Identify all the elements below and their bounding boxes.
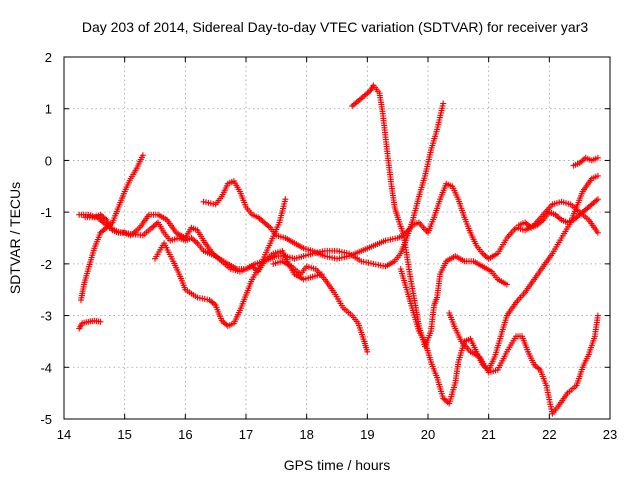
grid-lines [64, 57, 610, 419]
x-tick-label: 17 [239, 427, 253, 442]
data-point [594, 154, 601, 161]
series-arc-k [570, 154, 601, 169]
x-tick-label: 15 [117, 427, 131, 442]
x-tick-label: 19 [360, 427, 374, 442]
x-tick-label: 16 [178, 427, 192, 442]
x-tick-label: 14 [57, 427, 71, 442]
x-tick-label: 23 [603, 427, 617, 442]
chart-title: Day 203 of 2014, Sidereal Day-to-day VTE… [82, 19, 588, 35]
y-tick-label: -1 [40, 205, 52, 220]
data-point [440, 100, 447, 107]
data-point [503, 281, 510, 288]
y-tick-label: 0 [45, 153, 52, 168]
x-axis-label: GPS time / hours [284, 457, 391, 473]
series-arc-l [516, 196, 601, 231]
data-point [594, 172, 601, 179]
series-arc-a [76, 317, 104, 332]
y-tick-label: -3 [40, 309, 52, 324]
series-arc-j [446, 310, 601, 417]
data-point [97, 318, 104, 325]
y-tick-label: 2 [45, 50, 52, 65]
series-arc-i [397, 172, 601, 407]
y-tick-label: -4 [40, 360, 52, 375]
x-tick-label: 21 [481, 427, 495, 442]
x-tick-label: 20 [421, 427, 435, 442]
x-tick-labels: 14 15 16 17 18 19 20 21 22 23 [57, 427, 617, 442]
y-tick-labels: -5 -4 -3 -2 -1 0 1 2 [40, 50, 52, 427]
x-tick-label: 18 [299, 427, 313, 442]
data-series [76, 82, 601, 417]
y-tick-label: 1 [45, 102, 52, 117]
series-arc-h [349, 82, 510, 350]
data-point [364, 348, 371, 355]
axis-ticks [63, 56, 611, 420]
data-point [282, 196, 289, 203]
series-arc-g [270, 258, 371, 355]
data-point [594, 312, 601, 319]
plot-frame [63, 56, 611, 420]
y-tick-label: -2 [40, 257, 52, 272]
data-point [594, 196, 601, 203]
series-arc-f [200, 178, 601, 262]
y-tick-label: -5 [40, 412, 52, 427]
x-tick-label: 22 [542, 427, 556, 442]
data-point [594, 229, 601, 236]
data-point [139, 152, 146, 159]
y-axis-label: SDTVAR / TECUs [7, 182, 23, 294]
series-arc-e [152, 196, 289, 329]
